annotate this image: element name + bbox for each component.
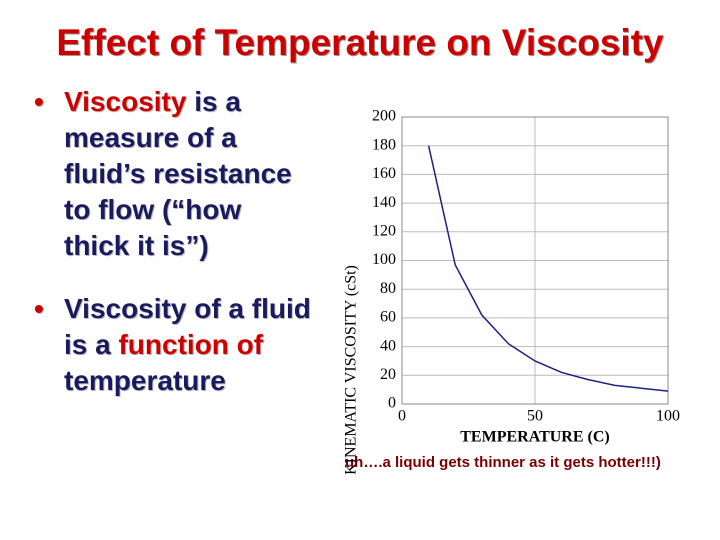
x-tick-label: 50 bbox=[527, 408, 543, 425]
y-tick-label: 200 bbox=[372, 108, 396, 125]
caption: uh….a liquid gets thinner as it gets hot… bbox=[345, 454, 661, 471]
slide-title: Effect of Temperature on Viscosity bbox=[56, 22, 664, 63]
x-axis-label: TEMPERATURE (C) bbox=[460, 429, 609, 446]
x-tick-label: 100 bbox=[656, 408, 680, 425]
y-tick-label: 100 bbox=[372, 251, 396, 268]
y-tick-label: 20 bbox=[380, 366, 396, 383]
data-line bbox=[427, 145, 669, 392]
y-tick-label: 180 bbox=[372, 136, 396, 153]
y-tick-label: 160 bbox=[372, 165, 396, 182]
y-tick-label: 60 bbox=[380, 309, 396, 326]
y-axis-label: KINEMATIC VISCOSITY (cSt) bbox=[343, 265, 360, 475]
bullet-text: temperature bbox=[64, 365, 226, 396]
y-tick-label: 80 bbox=[380, 280, 396, 297]
y-tick-label: 120 bbox=[372, 222, 396, 239]
bullet-text: Viscosity bbox=[64, 86, 187, 117]
bullet-list: Viscosity is a measure of a fluid’s resi… bbox=[22, 84, 312, 399]
bullet: Viscosity of a fluid is a function of te… bbox=[22, 291, 312, 399]
bullet-text: function of bbox=[118, 329, 264, 360]
bullet-text: Viscosity of a fluid is a bbox=[64, 293, 311, 360]
bullet-text: is a measure of a fluid’s resistance to … bbox=[64, 86, 292, 261]
x-tick-label: 0 bbox=[398, 408, 406, 425]
y-tick-label: 40 bbox=[380, 337, 396, 354]
y-tick-label: 0 bbox=[388, 395, 396, 412]
y-tick-label: 140 bbox=[372, 194, 396, 211]
plot-frame bbox=[401, 116, 669, 405]
bullet: Viscosity is a measure of a fluid’s resi… bbox=[22, 84, 312, 264]
